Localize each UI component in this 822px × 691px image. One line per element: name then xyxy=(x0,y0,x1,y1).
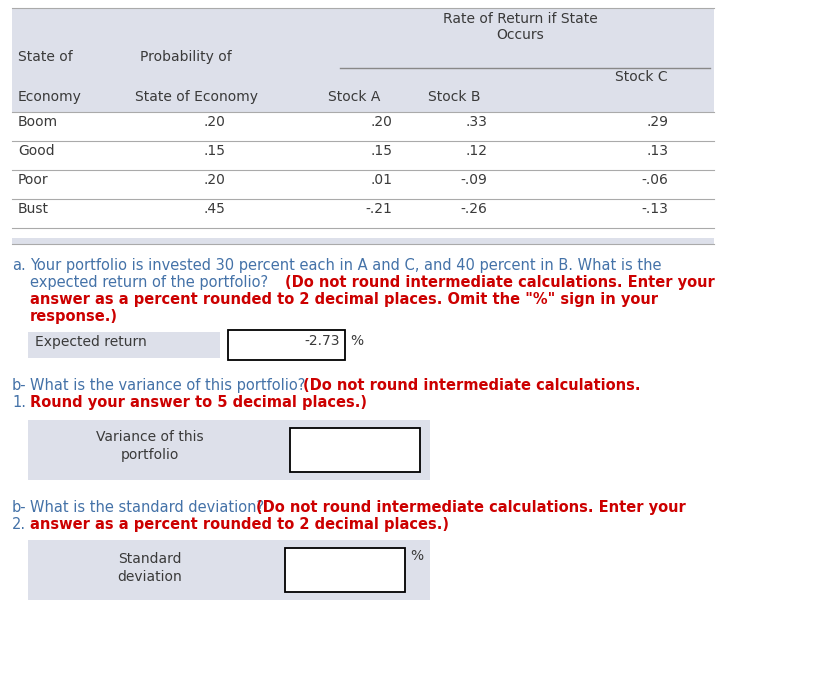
Text: Variance of this: Variance of this xyxy=(96,430,204,444)
Text: %: % xyxy=(410,549,423,563)
Bar xyxy=(12,112,714,238)
Text: (Do not round intermediate calculations. Enter your: (Do not round intermediate calculations.… xyxy=(256,500,686,515)
Text: (Do not round intermediate calculations. Enter your: (Do not round intermediate calculations.… xyxy=(285,275,715,290)
Text: .29: .29 xyxy=(646,115,668,129)
Text: Probability of: Probability of xyxy=(140,50,232,64)
Text: Poor: Poor xyxy=(18,173,48,187)
Bar xyxy=(290,428,420,472)
Text: .01: .01 xyxy=(370,173,392,187)
Text: State of Economy: State of Economy xyxy=(135,90,258,104)
Text: a.: a. xyxy=(12,258,25,273)
Text: -.26: -.26 xyxy=(460,202,487,216)
Text: b-: b- xyxy=(12,500,26,515)
Text: .45: .45 xyxy=(203,202,225,216)
Text: Expected return: Expected return xyxy=(35,335,147,349)
Text: answer as a percent rounded to 2 decimal places. Omit the "%" sign in your: answer as a percent rounded to 2 decimal… xyxy=(30,292,658,307)
Text: %: % xyxy=(350,334,363,348)
Text: .13: .13 xyxy=(646,144,668,158)
Text: answer as a percent rounded to 2 decimal places.): answer as a percent rounded to 2 decimal… xyxy=(30,517,449,532)
Text: (Do not round intermediate calculations.: (Do not round intermediate calculations. xyxy=(303,378,640,393)
Text: 2.: 2. xyxy=(12,517,26,532)
Text: Economy: Economy xyxy=(18,90,82,104)
Text: Stock C: Stock C xyxy=(616,70,668,84)
Text: -.06: -.06 xyxy=(641,173,668,187)
Text: Rate of Return if State: Rate of Return if State xyxy=(442,12,598,26)
Bar xyxy=(228,330,345,360)
Text: Your portfolio is invested 30 percent each in A and C, and 40 percent in B. What: Your portfolio is invested 30 percent ea… xyxy=(30,258,662,273)
Text: Occurs: Occurs xyxy=(496,28,544,42)
Bar xyxy=(28,420,430,480)
Bar xyxy=(12,8,714,112)
Text: 1.: 1. xyxy=(12,395,26,410)
Text: Boom: Boom xyxy=(18,115,58,129)
Text: .15: .15 xyxy=(370,144,392,158)
Text: expected return of the portfolio?: expected return of the portfolio? xyxy=(30,275,273,290)
Bar xyxy=(28,540,430,600)
Text: .15: .15 xyxy=(203,144,225,158)
Text: -2.73: -2.73 xyxy=(304,334,340,348)
Text: State of: State of xyxy=(18,50,73,64)
Text: -.21: -.21 xyxy=(365,202,392,216)
Text: Round your answer to 5 decimal places.): Round your answer to 5 decimal places.) xyxy=(30,395,367,410)
Text: -.09: -.09 xyxy=(460,173,487,187)
Text: deviation: deviation xyxy=(118,570,182,584)
Text: -.13: -.13 xyxy=(641,202,668,216)
Text: portfolio: portfolio xyxy=(121,448,179,462)
Text: Bust: Bust xyxy=(18,202,49,216)
Text: .12: .12 xyxy=(465,144,487,158)
Text: b-: b- xyxy=(12,378,26,393)
Text: What is the standard deviation?: What is the standard deviation? xyxy=(30,500,269,515)
Text: What is the variance of this portfolio?: What is the variance of this portfolio? xyxy=(30,378,310,393)
Text: .20: .20 xyxy=(203,173,225,187)
Text: .20: .20 xyxy=(203,115,225,129)
Bar xyxy=(12,238,714,244)
Text: .20: .20 xyxy=(370,115,392,129)
Text: Good: Good xyxy=(18,144,54,158)
Bar xyxy=(28,332,220,358)
Bar xyxy=(285,548,405,592)
Text: Stock A: Stock A xyxy=(328,90,380,104)
Text: .33: .33 xyxy=(465,115,487,129)
Text: Stock B: Stock B xyxy=(427,90,480,104)
Text: Standard: Standard xyxy=(118,552,182,566)
Text: response.): response.) xyxy=(30,309,118,324)
